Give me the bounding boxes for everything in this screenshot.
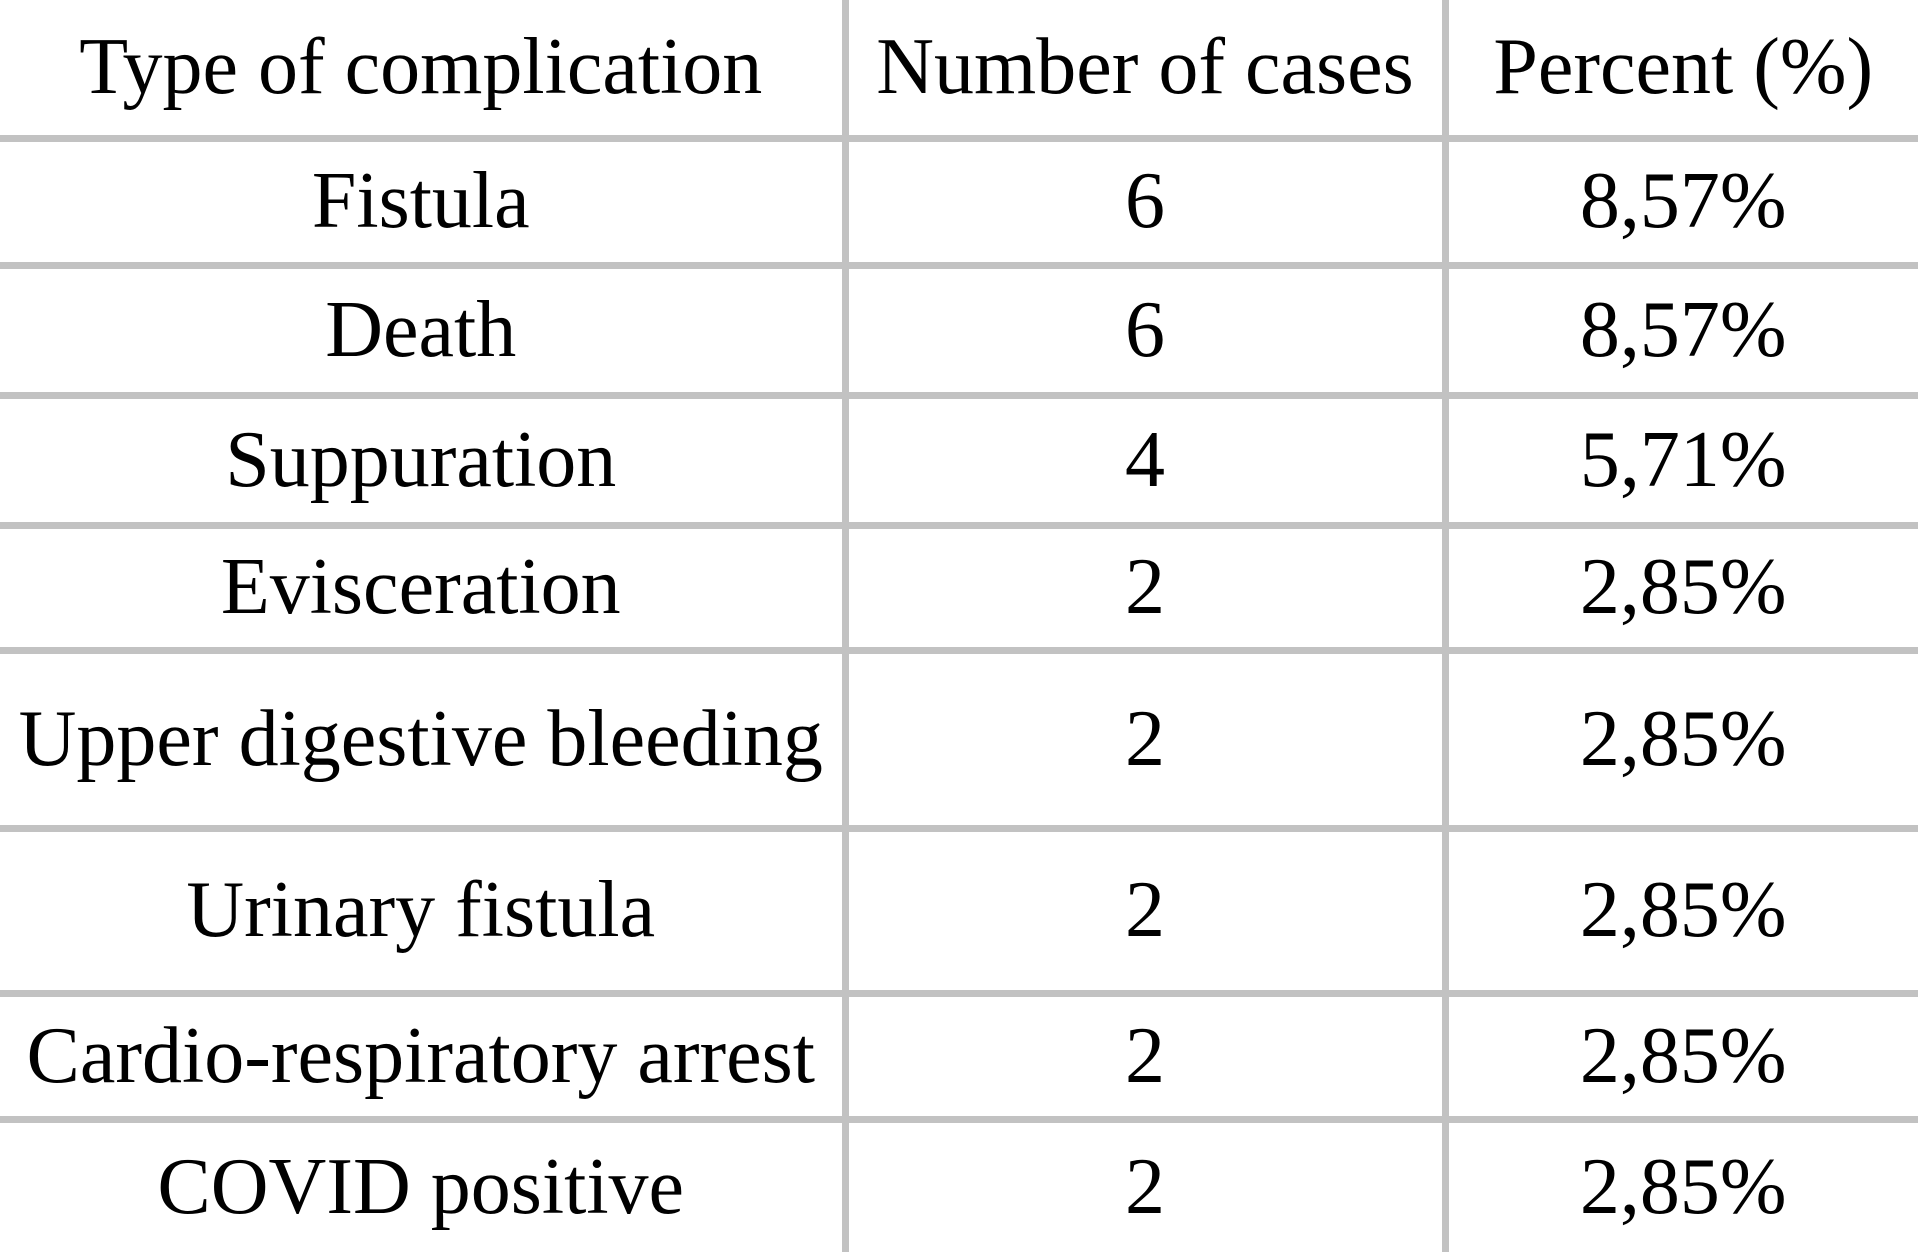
table-row: Suppuration 4 5,71% (0, 391, 1918, 529)
cell-percent: 2,85% (1441, 824, 1918, 997)
cell-complication-type: Suppuration (0, 391, 849, 529)
table-row: Evisceration 2 2,85% (0, 521, 1918, 654)
cell-number-of-cases: 6 (841, 261, 1449, 399)
column-header-number-of-cases: Number of cases (841, 0, 1449, 142)
column-header-type-of-complication: Type of complication (0, 0, 849, 142)
table-row: Death 6 8,57% (0, 261, 1918, 399)
table-row: Urinary fistula 2 2,85% (0, 824, 1918, 997)
cell-complication-type: Evisceration (0, 521, 849, 654)
table-row: Fistula 6 8,57% (0, 134, 1918, 269)
cell-number-of-cases: 2 (841, 989, 1449, 1123)
cell-complication-type: Fistula (0, 134, 849, 269)
cell-complication-type: COVID positive (0, 1115, 849, 1252)
cell-complication-type: Urinary fistula (0, 824, 849, 997)
cell-number-of-cases: 2 (841, 646, 1449, 832)
cell-complication-type: Death (0, 261, 849, 399)
table-row: COVID positive 2 2,85% (0, 1115, 1918, 1252)
cell-number-of-cases: 2 (841, 521, 1449, 654)
cell-number-of-cases: 6 (841, 134, 1449, 269)
cell-percent: 2,85% (1441, 521, 1918, 654)
cell-percent: 5,71% (1441, 391, 1918, 529)
column-header-percent: Percent (%) (1441, 0, 1918, 142)
table-row: Upper digestive bleeding 2 2,85% (0, 646, 1918, 832)
cell-number-of-cases: 2 (841, 1115, 1449, 1252)
cell-number-of-cases: 2 (841, 824, 1449, 997)
cell-percent: 2,85% (1441, 646, 1918, 832)
cell-complication-type: Upper digestive bleeding (0, 646, 849, 832)
cell-percent: 8,57% (1441, 261, 1918, 399)
cell-percent: 2,85% (1441, 1115, 1918, 1252)
cell-percent: 8,57% (1441, 134, 1918, 269)
cell-complication-type: Cardio-respiratory arrest (0, 989, 849, 1123)
cell-number-of-cases: 4 (841, 391, 1449, 529)
header-row: Type of complication Number of cases Per… (0, 0, 1918, 142)
cell-percent: 2,85% (1441, 989, 1918, 1123)
table-row: Cardio-respiratory arrest 2 2,85% (0, 989, 1918, 1123)
